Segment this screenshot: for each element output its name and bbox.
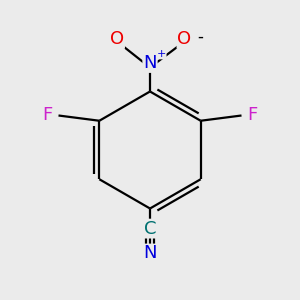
Text: O: O — [177, 30, 192, 48]
Text: C: C — [144, 220, 156, 238]
Text: O: O — [110, 30, 124, 48]
Text: +: + — [157, 49, 166, 59]
Text: N: N — [143, 244, 157, 262]
Text: N: N — [143, 54, 157, 72]
Text: F: F — [248, 106, 258, 124]
Text: F: F — [42, 106, 52, 124]
Text: -: - — [197, 28, 203, 46]
